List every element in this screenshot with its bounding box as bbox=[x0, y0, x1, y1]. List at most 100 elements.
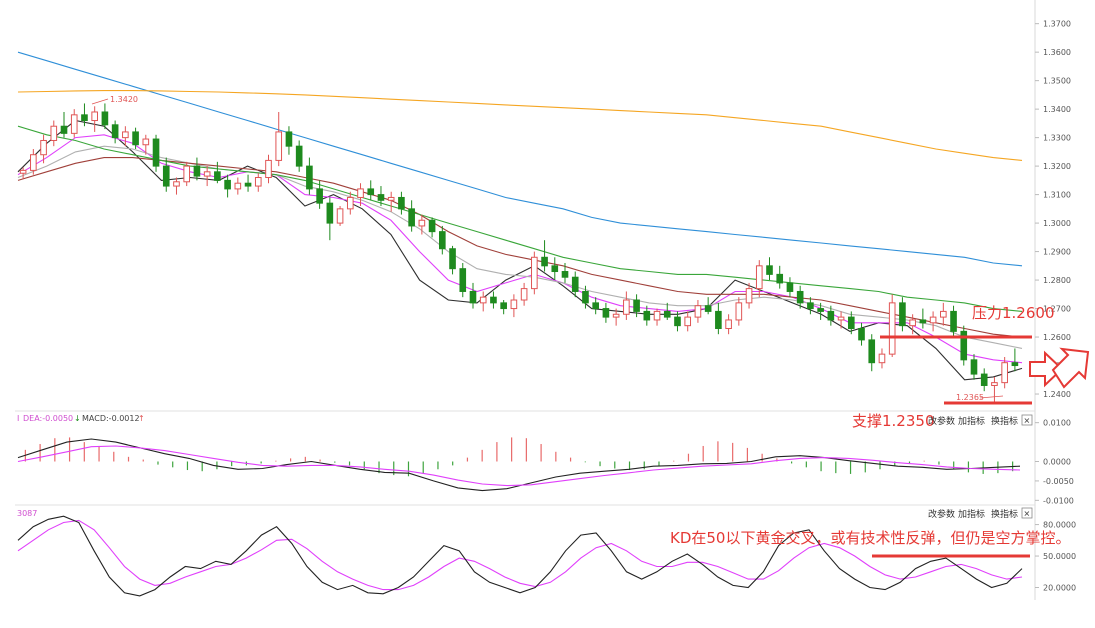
price-tick-label: 1.2700 bbox=[1043, 305, 1071, 314]
candle-body bbox=[428, 219, 436, 233]
price-tick-label: 1.2900 bbox=[1043, 248, 1071, 257]
kd-k-line bbox=[17, 515, 1023, 597]
macd-value-label: MACD:-0.0012 bbox=[82, 414, 140, 423]
moving-average-line bbox=[17, 125, 1023, 312]
candle-body bbox=[60, 125, 68, 134]
candle-body bbox=[868, 339, 876, 364]
candle-body bbox=[612, 313, 620, 318]
macd-tick-label: -0.0050 bbox=[1043, 477, 1074, 486]
low-marker-label: 1.2365 bbox=[956, 393, 984, 402]
candle-body bbox=[541, 256, 548, 267]
kd-tick-label: 20.0000 bbox=[1043, 584, 1076, 593]
candle-body bbox=[643, 310, 651, 321]
price-tick-label: 1.3700 bbox=[1043, 20, 1071, 29]
macd-toolbar: 改参数 加指标 换指标 ✕ bbox=[928, 414, 1033, 427]
candle-body bbox=[336, 208, 344, 224]
candle-body bbox=[837, 316, 845, 321]
kd-label: 3087 bbox=[17, 509, 37, 518]
candle-body bbox=[663, 310, 671, 318]
kd-chart bbox=[17, 515, 1023, 597]
moving-average-lines bbox=[17, 51, 1023, 381]
candle-body bbox=[275, 131, 283, 161]
candle-body bbox=[531, 256, 538, 290]
candle-body bbox=[623, 299, 630, 315]
macd-add-indicator-button[interactable]: 加指标 bbox=[958, 415, 985, 427]
candle-body bbox=[122, 131, 129, 139]
arrow-right-icon bbox=[1029, 350, 1064, 388]
candle-body bbox=[520, 288, 528, 301]
price-tick-label: 1.2400 bbox=[1043, 390, 1071, 399]
candle-body bbox=[745, 288, 753, 304]
candle-body bbox=[704, 305, 712, 312]
macd-params-button[interactable]: 改参数 bbox=[928, 415, 955, 427]
candle-body bbox=[725, 319, 732, 330]
candle-body bbox=[173, 181, 180, 187]
candle-body bbox=[807, 302, 814, 310]
candle-body bbox=[950, 310, 957, 332]
candle-body bbox=[152, 138, 160, 167]
candle-body bbox=[316, 188, 323, 204]
candle-body bbox=[909, 319, 916, 327]
kd-switch-indicator-button[interactable]: 换指标 bbox=[991, 508, 1018, 520]
candle-body bbox=[244, 182, 252, 187]
candle-body bbox=[633, 299, 640, 312]
candle-body bbox=[408, 208, 415, 227]
candle-body bbox=[295, 145, 303, 167]
candlesticks bbox=[19, 103, 1019, 404]
macd-switch-indicator-button[interactable]: 换指标 bbox=[991, 415, 1018, 427]
macd-tick-label: 0.0100 bbox=[1043, 419, 1071, 428]
macd-axis: 0.0100 0.0000 -0.0050 -0.0100 bbox=[1035, 419, 1074, 505]
candle-body bbox=[367, 188, 375, 196]
price-tick-label: 1.3300 bbox=[1043, 134, 1071, 143]
low-marker-leader bbox=[979, 395, 1004, 399]
price-tick-label: 1.2800 bbox=[1043, 276, 1071, 285]
kd-annotation: KD在50以下黄金交叉，或有技术性反弹，但仍是空方掌控。 bbox=[670, 529, 1070, 547]
candle-body bbox=[674, 316, 681, 327]
candle-body bbox=[827, 310, 835, 321]
close-icon: ✕ bbox=[1024, 417, 1031, 426]
candle-body bbox=[755, 265, 763, 290]
price-tick-label: 1.3500 bbox=[1043, 77, 1071, 86]
resistance-annotation: 压力1.2600 bbox=[972, 304, 1055, 322]
kd-params-button[interactable]: 改参数 bbox=[928, 508, 955, 520]
candle-body bbox=[858, 328, 865, 341]
price-tick-label: 1.3400 bbox=[1043, 105, 1071, 114]
candle-body bbox=[377, 194, 385, 201]
candle-body bbox=[592, 302, 599, 310]
up-arrow-icon: ↑ bbox=[138, 414, 145, 423]
candle-body bbox=[551, 265, 559, 273]
price-tick-label: 1.2600 bbox=[1043, 333, 1071, 342]
candle-body bbox=[469, 290, 477, 304]
price-tick-label: 1.3100 bbox=[1043, 191, 1071, 200]
kd-tick-label: 50.0000 bbox=[1043, 552, 1076, 561]
macd-dea-line bbox=[17, 445, 1021, 487]
candle-body bbox=[285, 131, 293, 147]
candle-body bbox=[203, 171, 211, 177]
candle-body bbox=[439, 231, 446, 250]
kd-add-indicator-button[interactable]: 加指标 bbox=[958, 508, 985, 520]
candle-body bbox=[786, 282, 794, 292]
macd-tick-label: 0.0000 bbox=[1043, 458, 1071, 467]
candle-body bbox=[19, 169, 27, 174]
kd-close-button[interactable] bbox=[1021, 507, 1033, 519]
candle-body bbox=[1011, 362, 1019, 367]
high-marker-label: 1.3420 bbox=[110, 95, 138, 104]
candle-body bbox=[224, 179, 231, 190]
moving-average-line bbox=[17, 90, 1023, 161]
candle-body bbox=[817, 308, 824, 312]
candle-body bbox=[500, 302, 507, 310]
candle-body bbox=[50, 125, 58, 141]
candle-body bbox=[214, 171, 221, 181]
candle-body bbox=[847, 316, 855, 330]
candle-body bbox=[510, 299, 518, 310]
macd-tick-label: -0.0100 bbox=[1043, 496, 1074, 505]
macd-close-button[interactable] bbox=[1021, 414, 1033, 426]
candle-body bbox=[234, 182, 242, 190]
candle-body bbox=[766, 265, 773, 275]
candle-body bbox=[398, 196, 405, 210]
candle-body bbox=[30, 154, 37, 171]
macd-chart bbox=[17, 437, 1021, 492]
candle-body bbox=[653, 310, 661, 321]
candle-body bbox=[684, 316, 692, 327]
macd-label-prefix: I bbox=[17, 414, 19, 423]
